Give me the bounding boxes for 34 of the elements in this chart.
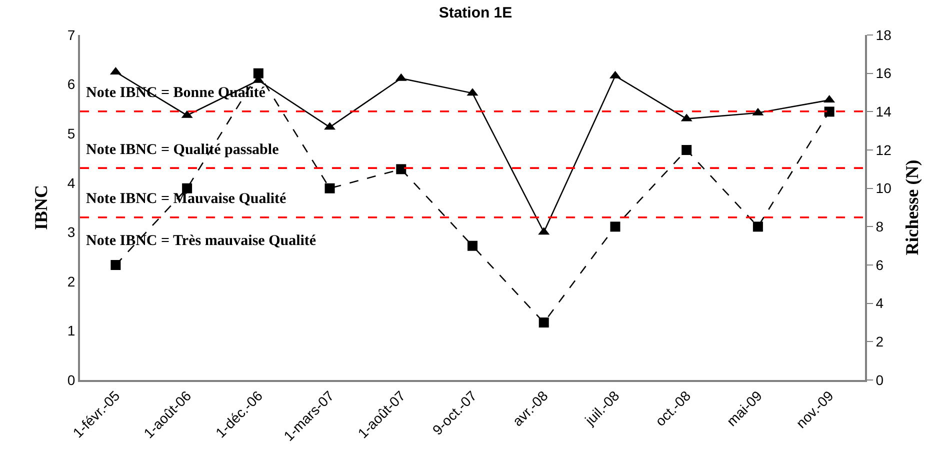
point [396, 164, 406, 174]
y2-tick-label: 10 [876, 180, 892, 196]
point [682, 145, 692, 155]
chart-title: Station 1E [438, 4, 512, 22]
point [468, 240, 478, 251]
y-tick-label: 2 [67, 273, 76, 290]
y2-tick-label: 4 [876, 295, 884, 312]
point [110, 260, 121, 270]
y-tick-label: 3 [67, 224, 76, 240]
annotation: Note IBNC = Très mauvaise Qualité [86, 233, 316, 249]
y2-tick-label: 16 [876, 65, 892, 82]
y2-tick-label: 14 [876, 104, 892, 120]
y2-tick-label: 6 [876, 256, 884, 273]
y-axis-title: IBNC [31, 184, 52, 230]
point [324, 183, 335, 194]
y2-axis-title: Richesse (N) [902, 160, 922, 256]
y-tick-label: 4 [67, 174, 76, 191]
point [752, 222, 763, 232]
y-tick-label: 0 [67, 372, 76, 388]
y2-tick-label: 18 [876, 26, 892, 43]
y2-tick-label: 8 [876, 218, 884, 235]
y-tick-label: 6 [67, 76, 76, 92]
point [610, 222, 620, 232]
y-tick-label: 1 [67, 322, 76, 339]
y2-tick-label: 12 [876, 142, 892, 158]
y-tick-label: 5 [67, 125, 76, 142]
point [253, 68, 264, 78]
annotation: Note IBNC = Mauvaise Qualité [86, 191, 287, 207]
y-tick-label: 7 [67, 26, 76, 43]
y2-tick-label: 0 [876, 372, 884, 388]
point [824, 106, 834, 117]
y2-tick-label: 2 [876, 334, 884, 350]
point [538, 318, 549, 328]
point [182, 183, 192, 194]
